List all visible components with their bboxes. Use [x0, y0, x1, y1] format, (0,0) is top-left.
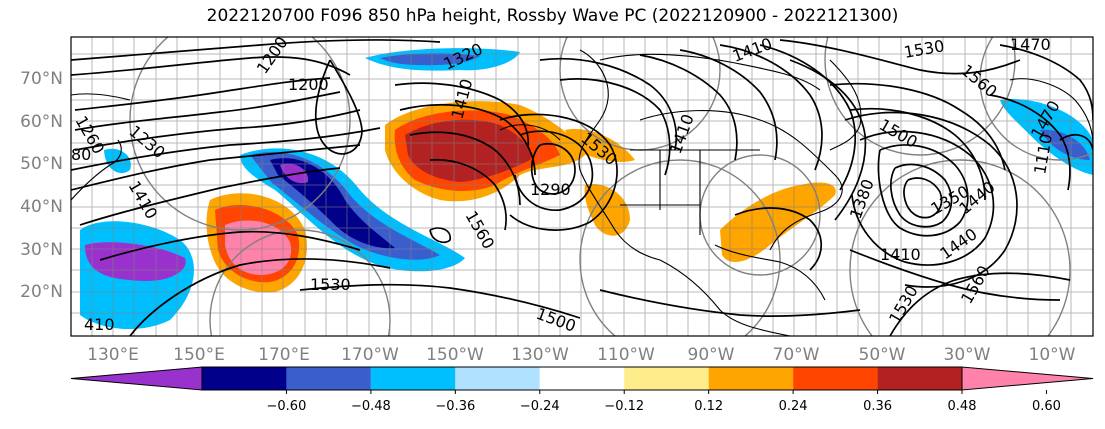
- positive-anomaly-california: [584, 184, 630, 236]
- positive-anomaly-alaska-gulf-core: [405, 119, 531, 182]
- lon-tick-label: 110°W: [597, 345, 655, 365]
- colorbar-segment: [624, 367, 709, 390]
- negative-anomaly-central-pacific-peak: [280, 163, 309, 184]
- figure-title: 2022120700 F096 850 hPa height, Rossby W…: [206, 6, 899, 26]
- contour-label: 80: [71, 145, 91, 164]
- lat-tick-label: 40°N: [20, 197, 63, 217]
- lon-tick-label: 30°W: [944, 345, 991, 365]
- colorbar: −0.60 −0.48 −0.36 −0.24 −0.12 0.12 0.24 0.36 0.4…: [70, 366, 1094, 414]
- lon-tick-label: 150°W: [426, 345, 484, 365]
- colorbar-tick-label: −0.48: [351, 399, 391, 414]
- colorbar-tick-label: 0.12: [694, 399, 723, 414]
- colorbar-tick-label: 0.60: [1032, 399, 1061, 414]
- colorbar-segment: [539, 367, 625, 390]
- lon-tick-label: 70°W: [773, 345, 820, 365]
- graticule: [71, 37, 1093, 336]
- lon-tick-label: 130°E: [87, 345, 139, 365]
- lat-tick-label: 50°N: [20, 154, 63, 174]
- colorbar-segment: [202, 367, 287, 390]
- contour-label: 1290: [530, 180, 571, 199]
- coastlines: [71, 49, 1093, 336]
- lon-tick-label: 130°W: [511, 345, 569, 365]
- shading-layer: [80, 48, 1093, 330]
- colorbar-tick-label: −0.24: [520, 399, 560, 414]
- lon-tick-label: 170°W: [341, 345, 399, 365]
- negative-anomaly-western-pacific-core: [85, 242, 186, 281]
- lat-tick-label: 70°N: [20, 69, 63, 89]
- colorbar-segment: [708, 367, 794, 390]
- colorbar-segment: [793, 367, 878, 390]
- lon-tick-label: 10°W: [1029, 345, 1076, 365]
- colorbar-tick-label: 0.48: [948, 399, 977, 414]
- contour-label: 1200: [288, 75, 329, 94]
- contour-label: 1410: [880, 245, 921, 264]
- map-panel: 1200 1320 1410 1470 1530 1560 1260 1200 …: [71, 35, 1093, 336]
- colorbar-segment: [877, 367, 962, 390]
- lat-tick-label: 20°N: [20, 282, 63, 302]
- colorbar-segment: [286, 367, 371, 390]
- height-contours: [71, 39, 1093, 336]
- colorbar-tick-label: 0.24: [779, 399, 808, 414]
- colorbar-tick-label: −0.12: [604, 399, 644, 414]
- colorbar-extension-low: [70, 366, 203, 391]
- contour-label: 1470: [1010, 35, 1051, 54]
- range-rings: [129, 37, 1093, 336]
- negative-anomaly-arctic-core: [380, 53, 480, 66]
- colorbar-segment: [455, 367, 540, 390]
- positive-anomaly-canada: [565, 129, 635, 162]
- colorbar-frame: [201, 366, 963, 391]
- lon-tick-label: 150°E: [173, 345, 225, 365]
- colorbar-tick-label: −0.60: [267, 399, 307, 414]
- map-frame: [70, 36, 1094, 337]
- lon-tick-label: 170°E: [258, 345, 310, 365]
- colorbar-segment: [370, 367, 456, 390]
- lat-tick-label: 30°N: [20, 240, 63, 260]
- contour-label: 410: [84, 315, 115, 334]
- positive-anomaly-east-coast: [720, 182, 836, 263]
- lat-tick-label: 60°N: [20, 112, 63, 132]
- longitude-axis: 130°E 150°E 170°E 170°W 150°W 130°W 110°…: [87, 345, 1076, 365]
- latitude-axis: 70°N 60°N 50°N 40°N 30°N 20°N: [20, 69, 63, 302]
- lon-tick-label: 90°W: [688, 345, 735, 365]
- lon-tick-label: 50°W: [859, 345, 906, 365]
- colorbar-tick-label: −0.36: [435, 399, 475, 414]
- colorbar-tick-label: 0.36: [863, 399, 892, 414]
- contour-label: 1530: [310, 275, 351, 294]
- colorbar-extension-high: [961, 366, 1094, 391]
